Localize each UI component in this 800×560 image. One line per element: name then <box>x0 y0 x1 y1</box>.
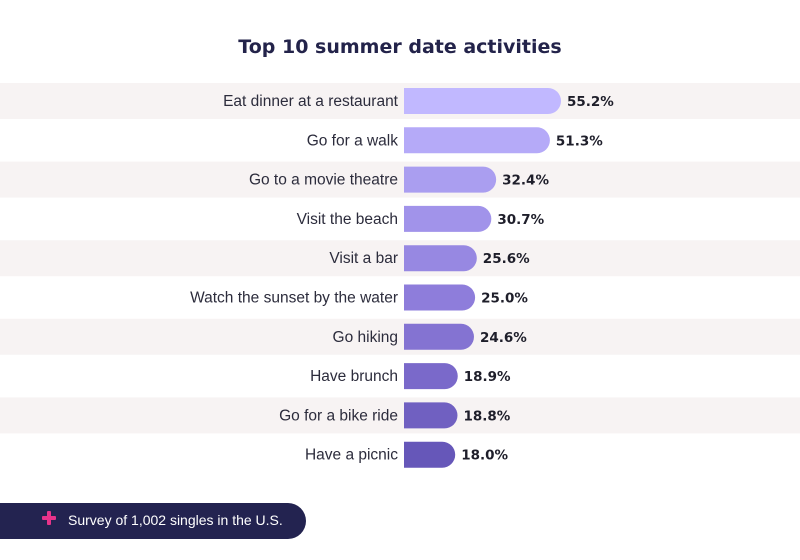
value-label: 30.7% <box>497 212 544 228</box>
bar <box>404 166 497 193</box>
value-label: 18.8% <box>463 408 510 424</box>
category-label: Have brunch <box>310 368 398 385</box>
row-band <box>0 83 800 119</box>
category-label: Eat dinner at a restaurant <box>223 93 399 110</box>
bar <box>404 205 492 232</box>
category-label: Go hiking <box>333 329 398 346</box>
row-band <box>0 318 800 355</box>
bar <box>404 441 456 468</box>
value-label: 18.0% <box>461 448 508 464</box>
value-label: 18.9% <box>464 369 511 385</box>
value-label: 32.4% <box>502 173 549 189</box>
bar <box>404 284 476 311</box>
category-label: Visit the beach <box>297 211 398 228</box>
value-label: 25.6% <box>483 251 530 267</box>
row-band <box>0 397 800 434</box>
bar <box>404 88 561 114</box>
category-label: Go for a bike ride <box>279 407 398 424</box>
value-label: 24.6% <box>480 330 527 346</box>
row-band <box>0 161 800 198</box>
footer-text: Survey of 1,002 singles in the U.S. <box>68 512 283 528</box>
bar-chart: Eat dinner at a restaurant 55.2% Go for a … <box>0 83 800 468</box>
footer-note <box>0 503 306 539</box>
row-band <box>0 240 800 277</box>
category-label: Have a picnic <box>305 447 398 464</box>
value-label: 51.3% <box>556 133 603 149</box>
value-label: 25.0% <box>481 291 528 307</box>
category-label: Watch the sunset by the water <box>190 290 398 307</box>
bar <box>404 127 550 154</box>
bar <box>404 245 477 272</box>
value-label: 55.2% <box>567 94 614 110</box>
bar <box>404 363 458 390</box>
bar <box>404 323 474 350</box>
category-label: Go to a movie theatre <box>249 172 398 189</box>
bar <box>404 402 458 429</box>
category-label: Visit a bar <box>329 250 398 267</box>
plus-icon <box>42 511 56 525</box>
category-label: Go for a walk <box>307 132 399 149</box>
chart-title: Top 10 summer date activities <box>238 36 562 58</box>
